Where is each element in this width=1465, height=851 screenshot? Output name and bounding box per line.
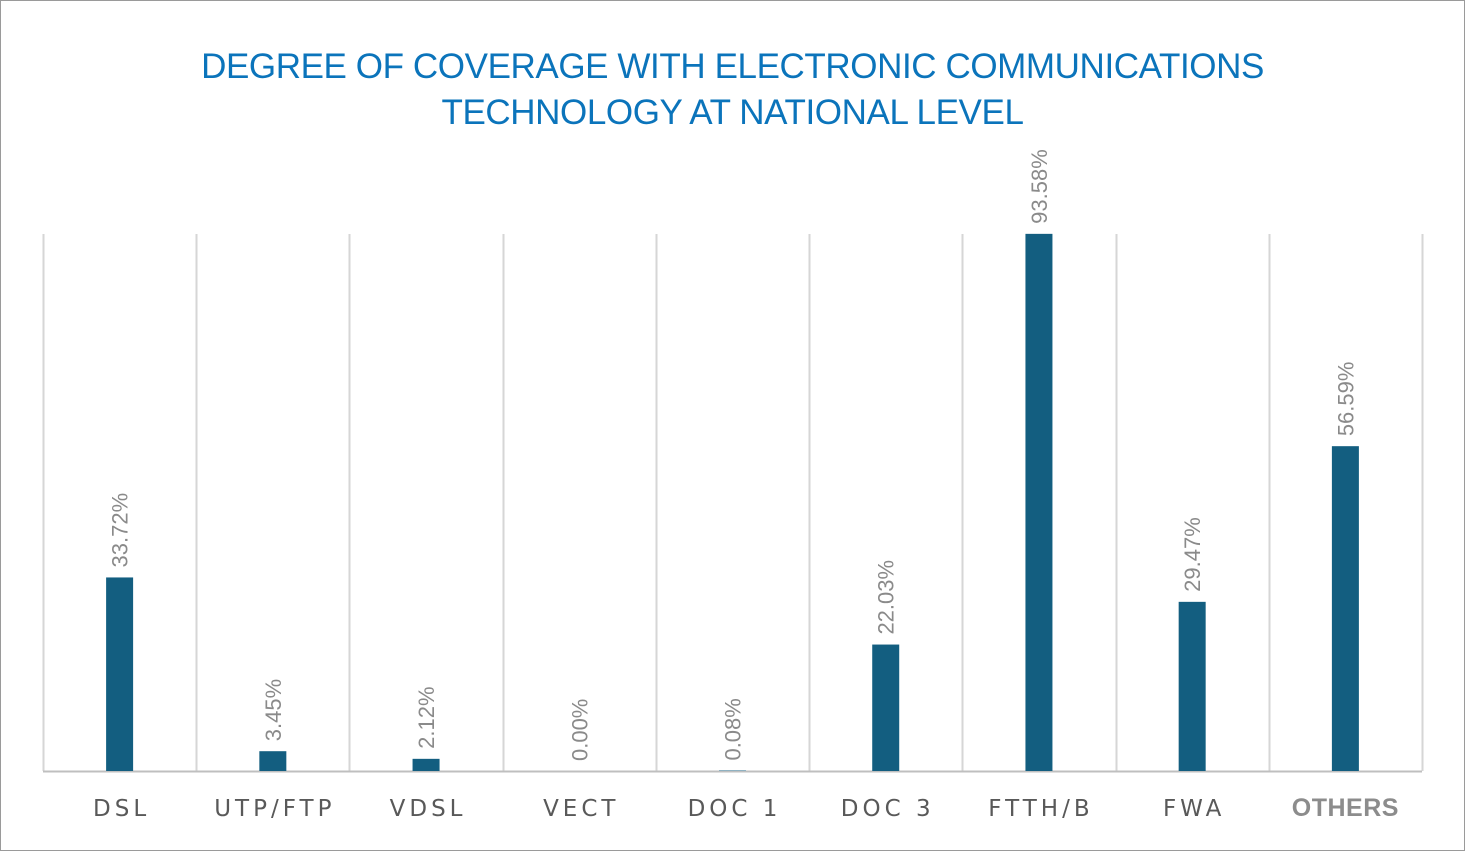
data-label: 29.47%	[1180, 517, 1205, 592]
bar	[412, 758, 440, 771]
data-label: 22.03%	[874, 560, 899, 635]
x-tick-label: DOC 3	[841, 796, 935, 822]
data-label: 2.12%	[414, 686, 439, 748]
chart-title: DEGREE OF COVERAGE WITH ELECTRONIC COMMU…	[0, 44, 1465, 136]
x-tick-label: DSL	[93, 796, 150, 822]
x-tick-label: FWA	[1163, 796, 1225, 822]
data-label: 0.00%	[567, 699, 592, 761]
data-label: 0.08%	[721, 698, 746, 760]
bar	[872, 644, 900, 771]
data-label: 56.59%	[1333, 362, 1358, 437]
x-tick-label: VDSL	[390, 796, 467, 822]
data-label: 3.45%	[261, 679, 286, 741]
bar	[1178, 601, 1206, 771]
bar	[1025, 233, 1053, 771]
x-tick-label: OTHERS	[1292, 794, 1399, 822]
data-label: 33.72%	[108, 493, 133, 568]
x-tick-label: VECT	[543, 796, 619, 822]
bar	[259, 751, 287, 771]
chart-title-line-2: TECHNOLOGY AT NATIONAL LEVEL	[441, 93, 1024, 132]
bar	[106, 577, 134, 771]
chart-title-line-1: DEGREE OF COVERAGE WITH ELECTRONIC COMMU…	[201, 47, 1264, 86]
x-tick-label: UTP/FTP	[214, 796, 335, 822]
x-tick-label: DOC 1	[688, 796, 782, 822]
x-tick-label: FTTH/B	[988, 796, 1093, 822]
bar	[1331, 446, 1359, 771]
data-label: 93.58%	[1027, 149, 1052, 224]
